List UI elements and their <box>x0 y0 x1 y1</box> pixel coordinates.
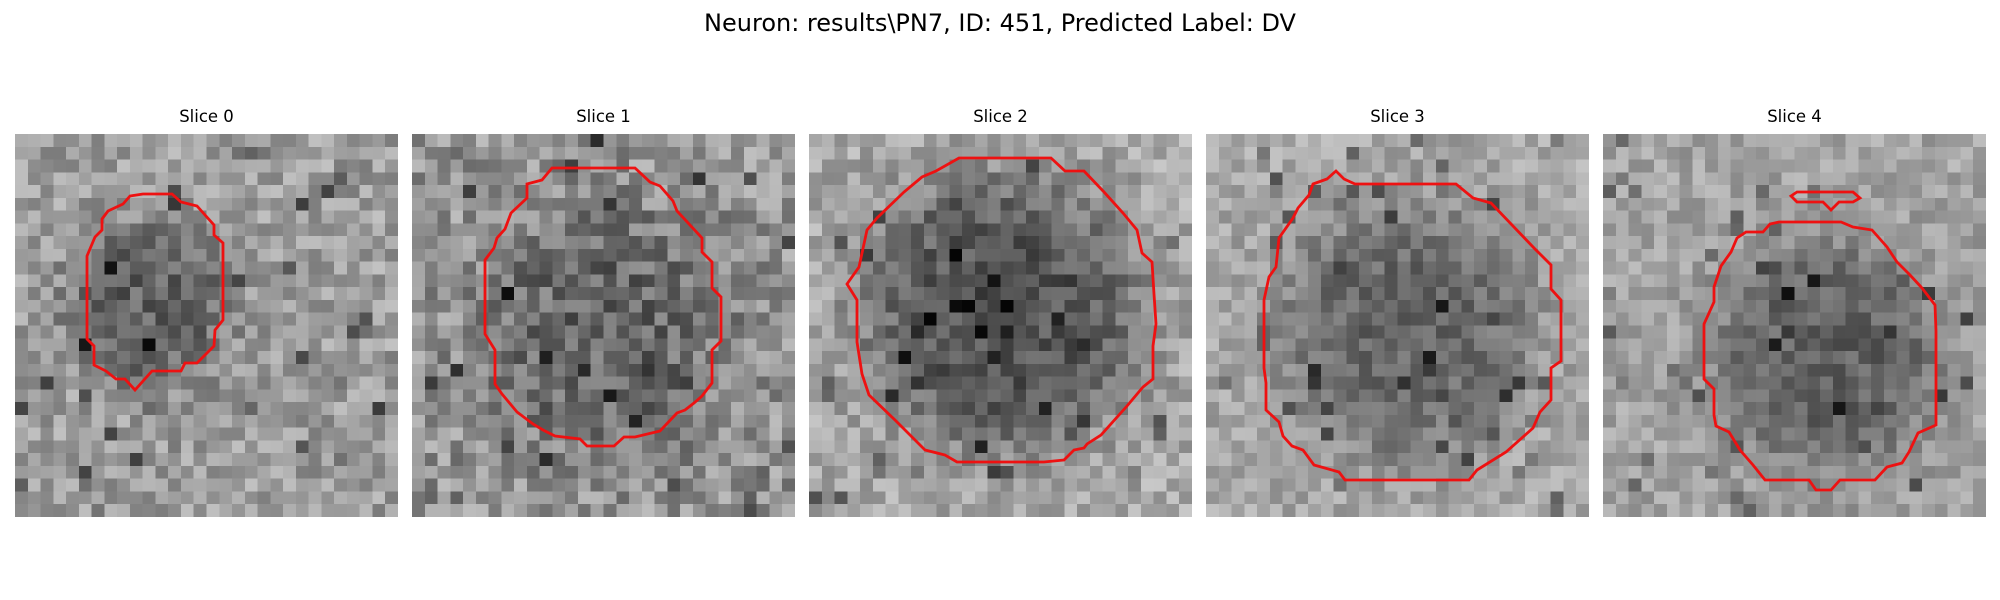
slice-panel-3: Slice 3 <box>1206 107 1589 517</box>
slice-title-1: Slice 1 <box>576 107 631 126</box>
segmentation-contour-4-small <box>1788 190 1863 212</box>
slice-image-3 <box>1206 134 1589 517</box>
slice-panel-4: Slice 4 <box>1603 107 1986 517</box>
contour-overlay-2 <box>845 156 1158 464</box>
slice-image-1 <box>412 134 795 517</box>
slice-panel-2: Slice 2 <box>809 107 1192 517</box>
segmentation-contour-3 <box>1262 169 1563 482</box>
segmentation-contour-2 <box>845 156 1158 464</box>
slice-panel-1: Slice 1 <box>412 107 795 517</box>
contour-overlay-4 <box>1702 190 1938 492</box>
segmentation-contour-0 <box>85 192 225 393</box>
slice-title-3: Slice 3 <box>1370 107 1425 126</box>
figure-title: Neuron: results\PN7, ID: 451, Predicted … <box>704 9 1296 37</box>
segmentation-contour-1 <box>483 166 723 448</box>
contour-overlay-1 <box>483 166 723 448</box>
slice-panel-0: Slice 0 <box>15 107 398 517</box>
contour-overlay-0 <box>85 192 225 393</box>
slice-title-0: Slice 0 <box>179 107 234 126</box>
slice-image-0 <box>15 134 398 517</box>
segmentation-contour-4 <box>1702 220 1938 492</box>
contour-overlay-3 <box>1262 169 1563 482</box>
slice-title-4: Slice 4 <box>1767 107 1822 126</box>
slice-title-2: Slice 2 <box>973 107 1028 126</box>
slice-image-2 <box>809 134 1192 517</box>
